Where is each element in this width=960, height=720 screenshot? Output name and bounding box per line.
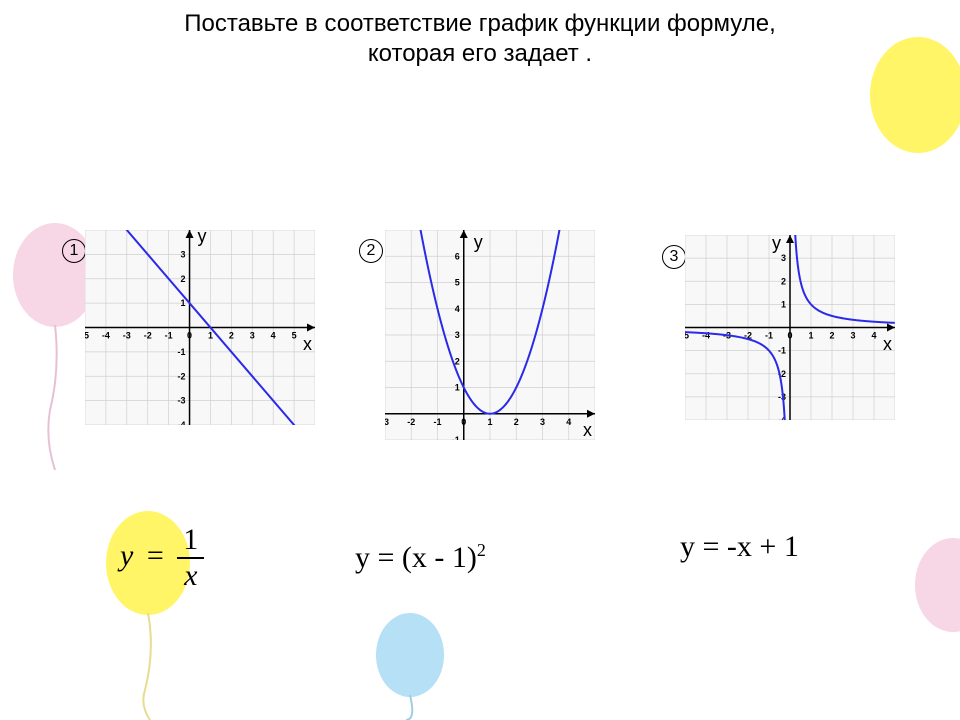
chart-3-marker: 3 [662, 241, 686, 269]
svg-text:4: 4 [871, 331, 876, 341]
svg-text:-3: -3 [123, 331, 131, 341]
svg-text:4: 4 [455, 304, 460, 314]
svg-text:3: 3 [540, 417, 545, 427]
svg-text:2: 2 [229, 331, 234, 341]
svg-text:-4: -4 [102, 331, 110, 341]
svg-text:0: 0 [787, 331, 792, 341]
svg-text:0: 0 [461, 417, 466, 427]
svg-text:-3: -3 [385, 417, 389, 427]
svg-text:-3: -3 [178, 396, 186, 406]
chart-2-y-label: у [474, 232, 483, 253]
svg-text:1: 1 [487, 417, 492, 427]
svg-text:-1: -1 [178, 347, 186, 357]
svg-text:3: 3 [781, 253, 786, 263]
svg-text:-5: -5 [85, 331, 89, 341]
svg-text:5: 5 [292, 331, 297, 341]
svg-text:1: 1 [455, 383, 460, 393]
svg-text:-4: -4 [178, 420, 186, 425]
svg-text:-1: -1 [765, 331, 773, 341]
chart-2-marker: 2 [359, 235, 383, 263]
chart-3-y-label: у [772, 233, 781, 254]
chart-1-marker: 1 [62, 235, 86, 263]
formula-3: у = -х + 1 [680, 530, 799, 564]
svg-text:3: 3 [850, 331, 855, 341]
svg-text:-2: -2 [144, 331, 152, 341]
svg-text:2: 2 [829, 331, 834, 341]
svg-text:-2: -2 [178, 371, 186, 381]
svg-text:3: 3 [455, 330, 460, 340]
formula-2: у = (х - 1)2 [355, 540, 486, 575]
svg-text:1: 1 [781, 299, 786, 309]
svg-text:-4: -4 [702, 331, 710, 341]
chart-2-x-label: х [583, 420, 592, 441]
svg-text:-1: -1 [165, 331, 173, 341]
svg-text:-2: -2 [407, 417, 415, 427]
chart-1-y-label: у [198, 226, 207, 247]
svg-text:1: 1 [808, 331, 813, 341]
svg-text:2: 2 [455, 356, 460, 366]
formula-1: у = 1x [120, 525, 204, 591]
svg-text:4: 4 [271, 331, 276, 341]
title-line-2: которая его задает . [0, 38, 960, 69]
svg-text:1: 1 [208, 331, 213, 341]
chart-2-parabola: -3 -2 -1 0 1 2 3 4 -1 1 2 3 4 5 6 [385, 230, 595, 440]
svg-text:-1: -1 [778, 346, 786, 356]
svg-text:2: 2 [181, 274, 186, 284]
svg-text:1: 1 [181, 298, 186, 308]
svg-text:-1: -1 [433, 417, 441, 427]
title-line-1: Поставьте в соответствие график функции … [0, 8, 960, 39]
svg-text:5: 5 [455, 278, 460, 288]
svg-text:0: 0 [187, 331, 192, 341]
svg-text:3: 3 [250, 331, 255, 341]
svg-text:-1: -1 [452, 435, 460, 440]
svg-text:3: 3 [181, 249, 186, 259]
svg-text:6: 6 [455, 251, 460, 261]
svg-text:2: 2 [781, 276, 786, 286]
chart-3-hyperbola: -5-4-3-2-101234-4-3-2-1123 [685, 235, 895, 420]
chart-1-x-label: х [303, 334, 312, 355]
svg-text:2: 2 [514, 417, 519, 427]
chart-3-x-label: х [883, 334, 892, 355]
chart-1-line: -5-4-3-2-1012345-4-3-2-1123 [85, 230, 315, 425]
svg-text:4: 4 [566, 417, 571, 427]
